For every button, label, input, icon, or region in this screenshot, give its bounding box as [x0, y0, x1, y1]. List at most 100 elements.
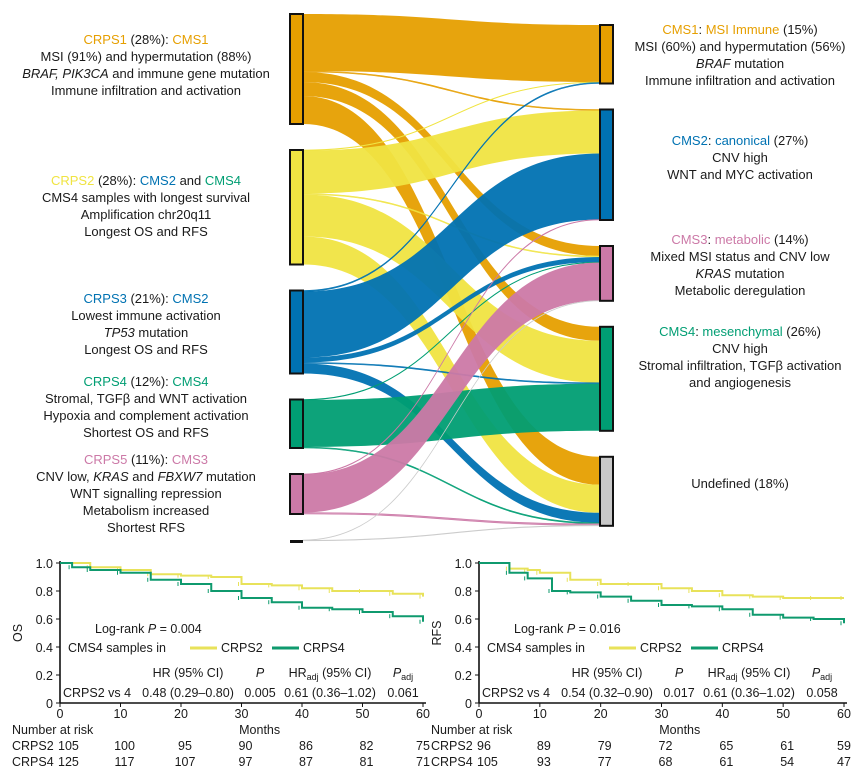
label-line-segment: mutation — [202, 469, 255, 484]
left-label-3: CRPS3 (21%): CMS2 Lowest immune activatio… — [71, 291, 221, 357]
label-title-segment: CRPS3 — [84, 291, 127, 306]
y-tick-label: 0.4 — [455, 641, 472, 655]
y-axis-label: RFS — [430, 621, 444, 646]
risk-value: 93 — [537, 755, 551, 769]
x-tick-label: 10 — [533, 707, 547, 721]
node-cms3 — [599, 245, 614, 302]
risk-value: 86 — [299, 739, 313, 753]
flow-crps1-to-cms1 — [303, 14, 600, 82]
label-line-segment: Longest OS and RFS — [84, 224, 208, 239]
label-title-segment: CMS2 — [140, 173, 176, 188]
right-label-4: CMS4: mesenchymal (26%) CNV high Stromal i… — [638, 324, 841, 390]
logrank-label: Log-rank — [514, 622, 567, 636]
sankey-flows — [302, 14, 601, 542]
table-header-p-adj: Padj — [393, 666, 413, 682]
risk-value: 54 — [780, 755, 794, 769]
legend-label-crps2: CRPS2 — [640, 641, 682, 655]
table-header-hr: HR (95% CI) — [572, 666, 643, 680]
y-tick-label: 0 — [46, 697, 53, 711]
table-header-p: P — [675, 666, 684, 680]
table-cell: 0.48 (0.29–0.80) — [142, 686, 234, 700]
flow-crps2-to-cms2 — [303, 110, 600, 194]
logrank-label: Log-rank — [95, 622, 148, 636]
y-tick-label: 0.8 — [455, 585, 472, 599]
km-plot-os: 0 0.2 0.4 0.6 0.8 1.0 0 10 20 30 40 50 60 OS Months Log… — [11, 557, 430, 769]
right-label-2: CMS2: canonical (27%) CNV high WNT and MYC… — [667, 133, 813, 182]
table-cell: 0.005 — [244, 686, 275, 700]
y-tick-label: 0.4 — [36, 641, 53, 655]
table-header-p: P — [256, 666, 265, 680]
label-line-segment: Metabolism increased — [83, 503, 209, 518]
risk-value: 95 — [178, 739, 192, 753]
label-title-segment: MSI Immune — [706, 22, 780, 37]
risk-value: 68 — [659, 755, 673, 769]
x-tick-label: 60 — [416, 707, 430, 721]
label-title-segment: (21%): — [127, 291, 173, 306]
label-title-segment: (15%) — [779, 22, 817, 37]
node-undefined — [599, 455, 614, 527]
x-tick-label: 50 — [776, 707, 790, 721]
label-line-segment: CMS4 samples with longest survival — [42, 190, 250, 205]
risk-value: 82 — [360, 739, 374, 753]
legend-title: CMS4 samples in — [487, 641, 585, 655]
label-title-segment: and — [176, 173, 205, 188]
flow-crps5-to-cms3 — [303, 262, 600, 513]
label-title-segment: CMS1 — [662, 22, 698, 37]
x-tick-label: 30 — [235, 707, 249, 721]
table-cell: 0.058 — [806, 686, 837, 700]
risk-value: 72 — [659, 739, 673, 753]
risk-value: 100 — [114, 739, 135, 753]
label-title-segment: : — [698, 22, 705, 37]
label-title-segment: CMS2 — [672, 133, 708, 148]
label-line-segment: Shortest OS and RFS — [83, 425, 209, 440]
km-plot-rfs: 0 0.2 0.4 0.6 0.8 1.0 0 10 20 30 40 50 60 RFS Months Lo… — [430, 557, 851, 769]
label-title-segment: CRPS4 — [84, 374, 127, 389]
table-cell: 0.61 (0.36–1.02) — [703, 686, 795, 700]
y-tick-label: 1.0 — [36, 557, 53, 571]
label-title-segment: CMS3 — [172, 452, 208, 467]
label-line-segment: and — [129, 469, 158, 484]
left-label-2: CRPS2 (28%): CMS2 and CMS4 CMS4 samples w… — [42, 173, 250, 239]
label-line-segment: mutation — [731, 56, 784, 71]
risk-value: 105 — [477, 755, 498, 769]
node-crps5 — [289, 473, 304, 515]
table-header-hr-adj: HRadj (95% CI) — [289, 666, 372, 682]
label-title-segment: : — [707, 232, 714, 247]
label-line-segment: Metabolic deregulation — [675, 283, 806, 298]
risk-value: 107 — [175, 755, 196, 769]
label-title-segment: (11%): — [127, 452, 172, 467]
table-header-hr: HR (95% CI) — [153, 666, 224, 680]
risk-row-label: CRPS4 — [12, 755, 54, 769]
label-title-segment: mesenchymal — [702, 324, 782, 339]
label-line-segment: Longest OS and RFS — [84, 342, 208, 357]
table-cell: 0.61 (0.36–1.02) — [284, 686, 376, 700]
label-line-segment: Amplification chr20q11 — [81, 207, 212, 222]
x-axis-label: Months — [659, 723, 700, 737]
node-unassigned — [290, 540, 303, 543]
legend-label-crps2: CRPS2 — [221, 641, 263, 655]
risk-value: 71 — [416, 755, 430, 769]
label-title-segment: CMS4 — [172, 374, 208, 389]
flow-crps3-to-cms2 — [303, 153, 600, 358]
flow-unassigned-to-undefined — [302, 524, 601, 542]
node-crps2 — [289, 149, 304, 266]
x-tick-label: 20 — [174, 707, 188, 721]
node-crps4 — [289, 398, 304, 449]
right-label-1: CMS1: MSI Immune (15%) MSI (60%) and hype… — [635, 22, 846, 88]
label-title-segment: canonical — [715, 133, 770, 148]
label-line-segment: and angiogenesis — [689, 375, 791, 390]
legend-label-crps4: CRPS4 — [722, 641, 764, 655]
label-line-segment: BRAF, PIK3CA — [22, 66, 108, 81]
x-tick-label: 60 — [837, 707, 851, 721]
logrank-p: P — [567, 622, 576, 636]
flow-crps3-to-undefined — [303, 363, 600, 523]
label-title-segment: CMS2 — [172, 291, 208, 306]
label-title-segment: : — [695, 324, 702, 339]
label-line-segment: Shortest RFS — [107, 520, 185, 535]
y-tick-label: 1.0 — [455, 557, 472, 571]
table-header-hr-adj: HRadj (95% CI) — [708, 666, 791, 682]
x-tick-label: 10 — [114, 707, 128, 721]
label-line-segment: Stromal, TGFβ and WNT activation — [45, 391, 247, 406]
logrank-text: Log-rank P = 0.004 — [95, 622, 202, 636]
